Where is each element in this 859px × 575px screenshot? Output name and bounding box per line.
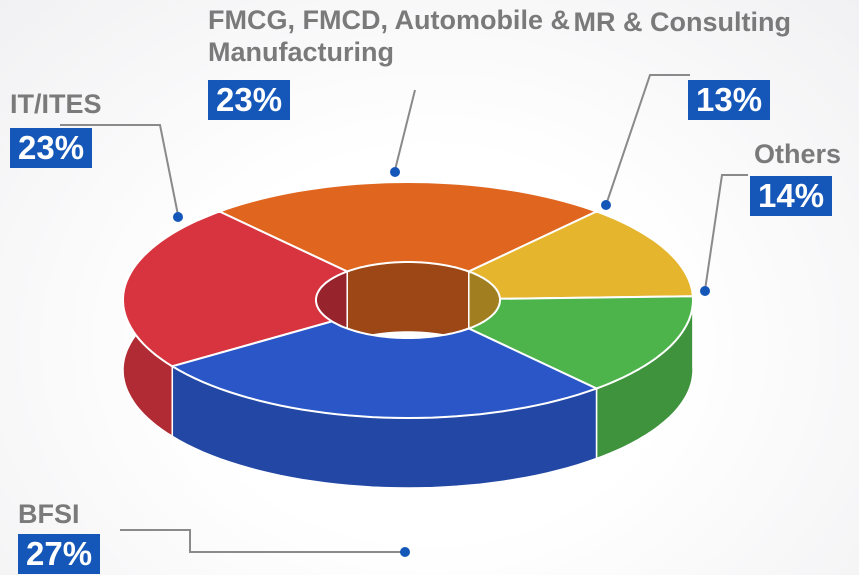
callout-dot xyxy=(400,547,410,557)
callout-line xyxy=(394,89,416,171)
callout-line xyxy=(120,529,405,553)
category-label: BFSI xyxy=(18,499,80,529)
callout-dots xyxy=(173,167,710,557)
category-label: MR & Consulting xyxy=(573,7,791,37)
callout-dot xyxy=(700,286,710,296)
value-label: 14% xyxy=(750,176,833,216)
value-label: 13% xyxy=(688,80,771,120)
value-label: 23% xyxy=(208,80,291,120)
callout-dot xyxy=(173,212,183,222)
callout-line xyxy=(605,74,690,206)
value-label: 23% xyxy=(10,128,93,168)
value-label: 27% xyxy=(18,534,101,574)
callouts xyxy=(60,74,748,553)
category-label: Others xyxy=(753,139,841,169)
slice-inner-wall xyxy=(346,261,470,343)
callout-line xyxy=(60,124,179,216)
slice xyxy=(121,210,350,368)
callout-dot xyxy=(601,200,611,210)
callout-dot xyxy=(390,167,400,177)
callout-line xyxy=(704,174,748,291)
slice xyxy=(169,320,600,420)
slice xyxy=(169,320,600,489)
category-label: IT/ITES xyxy=(10,89,102,119)
category-label: FMCG, FMCD, Automobile & Manufacturing xyxy=(208,5,570,67)
slices xyxy=(121,180,695,489)
